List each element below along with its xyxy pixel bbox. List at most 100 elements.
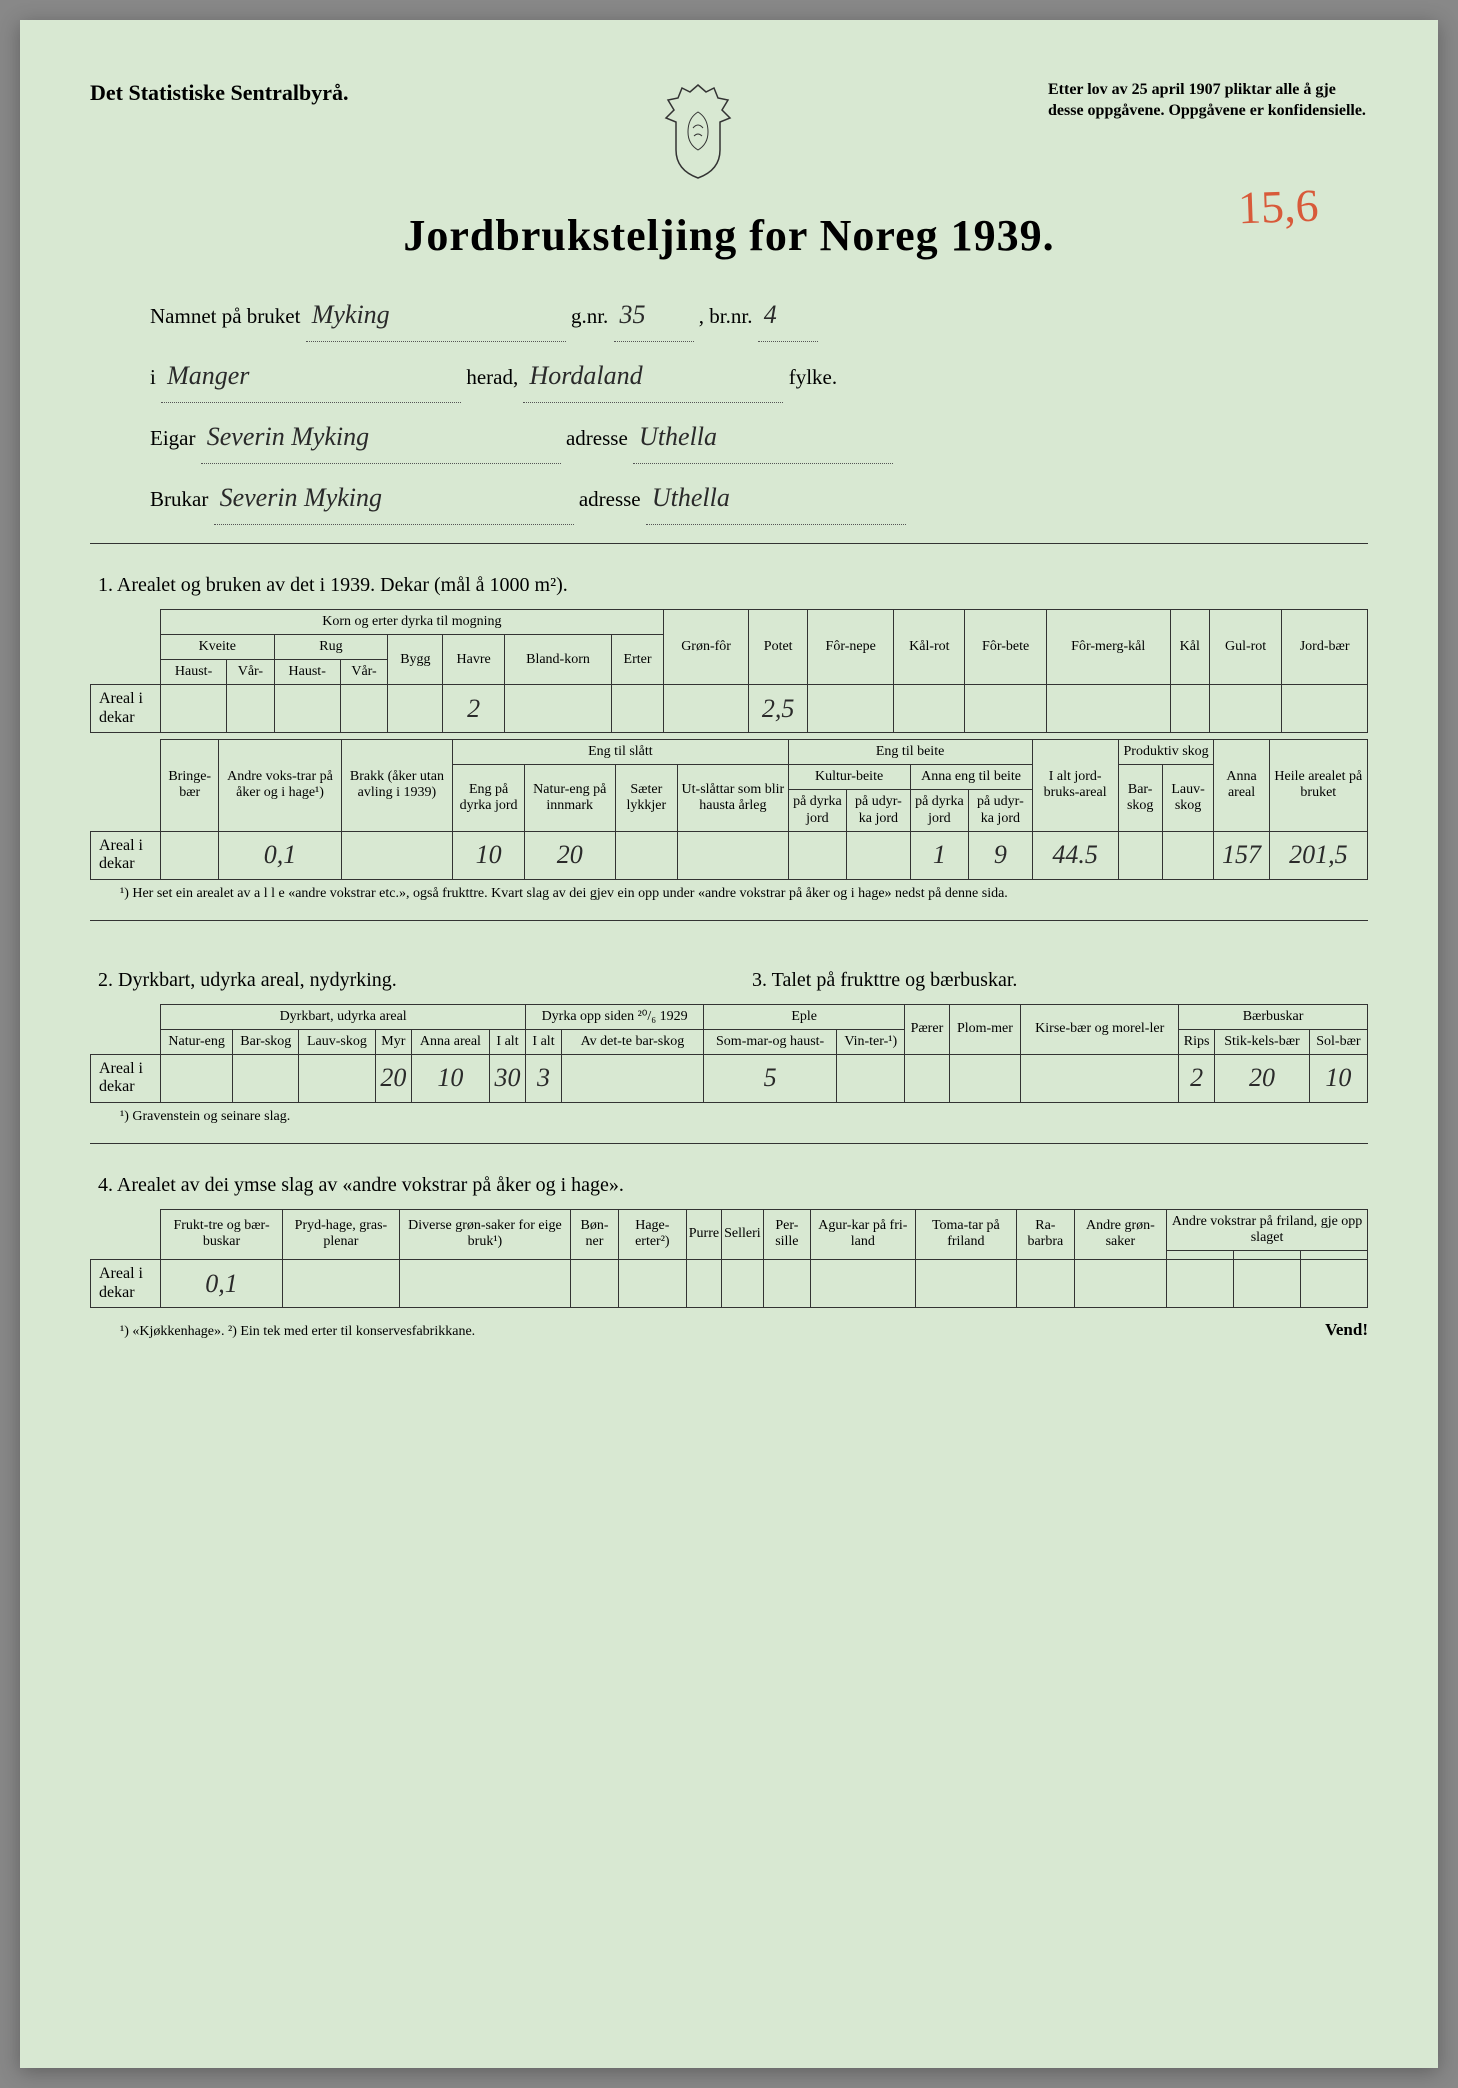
th-anna: Anna areal bbox=[412, 1029, 490, 1054]
cell bbox=[1170, 685, 1209, 733]
cell bbox=[811, 1260, 916, 1308]
owner-label: Eigar bbox=[150, 426, 195, 450]
cell bbox=[283, 1260, 400, 1308]
turn-over-label: Vend! bbox=[1325, 1320, 1368, 1340]
cell bbox=[1282, 685, 1368, 733]
cell bbox=[388, 685, 443, 733]
th-havre: Havre bbox=[443, 635, 504, 685]
th-kb-udyrka: på udyr-ka jord bbox=[847, 790, 910, 831]
cell-solbaer: 10 bbox=[1309, 1054, 1367, 1102]
th-kveite: Kveite bbox=[161, 635, 275, 660]
cell bbox=[1017, 1260, 1075, 1308]
section1-title: 1. Arealet og bruken av det i 1939. Deka… bbox=[98, 574, 1368, 597]
handwritten-page-number: 15,6 bbox=[1237, 179, 1319, 235]
section3-title: 3. Talet på frukttre og bærbuskar. bbox=[752, 969, 1368, 992]
row-label: Areal i dekar bbox=[91, 1260, 161, 1308]
section2-footnote: ¹) Gravenstein og seinare slag. bbox=[120, 1109, 1368, 1125]
th-natureng: Natur-eng på innmark bbox=[524, 765, 615, 831]
th-jordbaer: Jord-bær bbox=[1282, 610, 1368, 685]
cell bbox=[1300, 1260, 1367, 1308]
th-kulturbeite: Kultur-beite bbox=[788, 765, 910, 790]
gnr-label: g.nr. bbox=[571, 304, 608, 328]
cell bbox=[274, 685, 340, 733]
th-forbete: Fôr-bete bbox=[965, 610, 1047, 685]
th-var2: Vår- bbox=[340, 660, 387, 685]
cell-sommar: 5 bbox=[704, 1054, 837, 1102]
divider bbox=[90, 920, 1368, 921]
th-gronfor: Grøn-fôr bbox=[663, 610, 749, 685]
municipality-line: i Manger herad, Hordaland fylke. bbox=[150, 350, 1308, 403]
th-saeter: Sæter lykkjer bbox=[615, 765, 678, 831]
cell bbox=[399, 1260, 570, 1308]
th-ab-udyrka: på udyr-ka jord bbox=[969, 790, 1032, 831]
cell bbox=[571, 1260, 619, 1308]
table-row: Areal i dekar 20 10 30 3 5 2 20 10 bbox=[91, 1054, 1368, 1102]
th-barskog: Bar-skog bbox=[1118, 765, 1162, 831]
cell-rips: 2 bbox=[1179, 1054, 1215, 1102]
th-blank bbox=[1167, 1251, 1234, 1260]
cell bbox=[1162, 831, 1214, 879]
brnr-label: br.nr. bbox=[709, 304, 752, 328]
row-label: Areal i dekar bbox=[91, 831, 161, 879]
cell-ialt: 30 bbox=[489, 1054, 525, 1102]
gnr-value: 35 bbox=[614, 289, 694, 342]
th-ab-dyrka: på dyrka jord bbox=[910, 790, 969, 831]
th-eng-beite: Eng til beite bbox=[788, 740, 1032, 765]
row-label: Areal i dekar bbox=[91, 1054, 161, 1102]
cell-frukttre: 0,1 bbox=[161, 1260, 283, 1308]
fylke-label: fylke. bbox=[789, 365, 837, 389]
cell-stikkels: 20 bbox=[1215, 1054, 1310, 1102]
cell bbox=[905, 1054, 949, 1102]
th-hageerter: Hage-erter²) bbox=[618, 1209, 686, 1259]
th-eng-slatt: Eng til slått bbox=[453, 740, 788, 765]
th-tomatar: Toma-tar på friland bbox=[915, 1209, 1016, 1259]
cell-anna: 10 bbox=[412, 1054, 490, 1102]
owner-addr-label: adresse bbox=[566, 426, 628, 450]
farm-name-label: Namnet på bruket bbox=[150, 304, 300, 328]
user-addr-label: adresse bbox=[579, 487, 641, 511]
user-addr-value: Uthella bbox=[646, 472, 906, 525]
form-title: Jordbruksteljing for Noreg 1939. bbox=[90, 210, 1368, 261]
th-purre: Purre bbox=[686, 1209, 721, 1259]
cell bbox=[949, 1054, 1021, 1102]
cell bbox=[612, 685, 664, 733]
th-brakk: Brakk (åker utan avling i 1939) bbox=[341, 740, 453, 831]
herad-label: herad, bbox=[466, 365, 518, 389]
th-paerer: Pærer bbox=[905, 1004, 949, 1054]
th-korn: Korn og erter dyrka til mogning bbox=[161, 610, 664, 635]
cell bbox=[161, 1054, 233, 1102]
th-rug: Rug bbox=[274, 635, 388, 660]
section1-table-b: Bringe-bær Andre voks-trar på åker og i … bbox=[90, 739, 1368, 879]
th-dyrka-opp: Dyrka opp siden ²⁰/₆ 1929 bbox=[526, 1004, 704, 1029]
th-andre-vokstrar: Andre voks-trar på åker og i hage¹) bbox=[219, 740, 341, 831]
cell bbox=[340, 685, 387, 733]
th-andre-friland: Andre vokstrar på friland, gje opp slage… bbox=[1167, 1209, 1368, 1250]
th-diverse: Diverse grøn-saker for eige bruk¹) bbox=[399, 1209, 570, 1259]
cell-ab-udyrka: 9 bbox=[969, 831, 1032, 879]
th-andre-gron: Andre grøn-saker bbox=[1074, 1209, 1167, 1259]
cell bbox=[1046, 685, 1170, 733]
th-frukttre: Frukt-tre og bær-buskar bbox=[161, 1209, 283, 1259]
th-stikkels: Stik-kels-bær bbox=[1215, 1029, 1310, 1054]
th-ialt2: I alt bbox=[526, 1029, 562, 1054]
cell bbox=[686, 1260, 721, 1308]
cell bbox=[837, 1054, 905, 1102]
section2-title: 2. Dyrkbart, udyrka areal, nydyrking. bbox=[98, 969, 714, 992]
th-plommer: Plom-mer bbox=[949, 1004, 1021, 1054]
cell bbox=[341, 831, 453, 879]
cell bbox=[299, 1054, 375, 1102]
cell bbox=[1118, 831, 1162, 879]
cell-heile: 201,5 bbox=[1269, 831, 1367, 879]
cell bbox=[807, 685, 893, 733]
th-natureng: Natur-eng bbox=[161, 1029, 233, 1054]
farm-name-value: Myking bbox=[306, 289, 566, 342]
th-blank bbox=[1300, 1251, 1367, 1260]
th-dyrkbart: Dyrkbart, udyrka areal bbox=[161, 1004, 526, 1029]
owner-line: Eigar Severin Myking adresse Uthella bbox=[150, 411, 1308, 464]
divider bbox=[90, 543, 1368, 544]
cell bbox=[504, 685, 611, 733]
table-row: Areal i dekar 0,1 bbox=[91, 1260, 1368, 1308]
th-formergkal: Fôr-merg-kål bbox=[1046, 610, 1170, 685]
section4-footnote: ¹) «Kjøkkenhage». ²) Ein tek med erter t… bbox=[120, 1324, 475, 1340]
cell bbox=[663, 685, 749, 733]
